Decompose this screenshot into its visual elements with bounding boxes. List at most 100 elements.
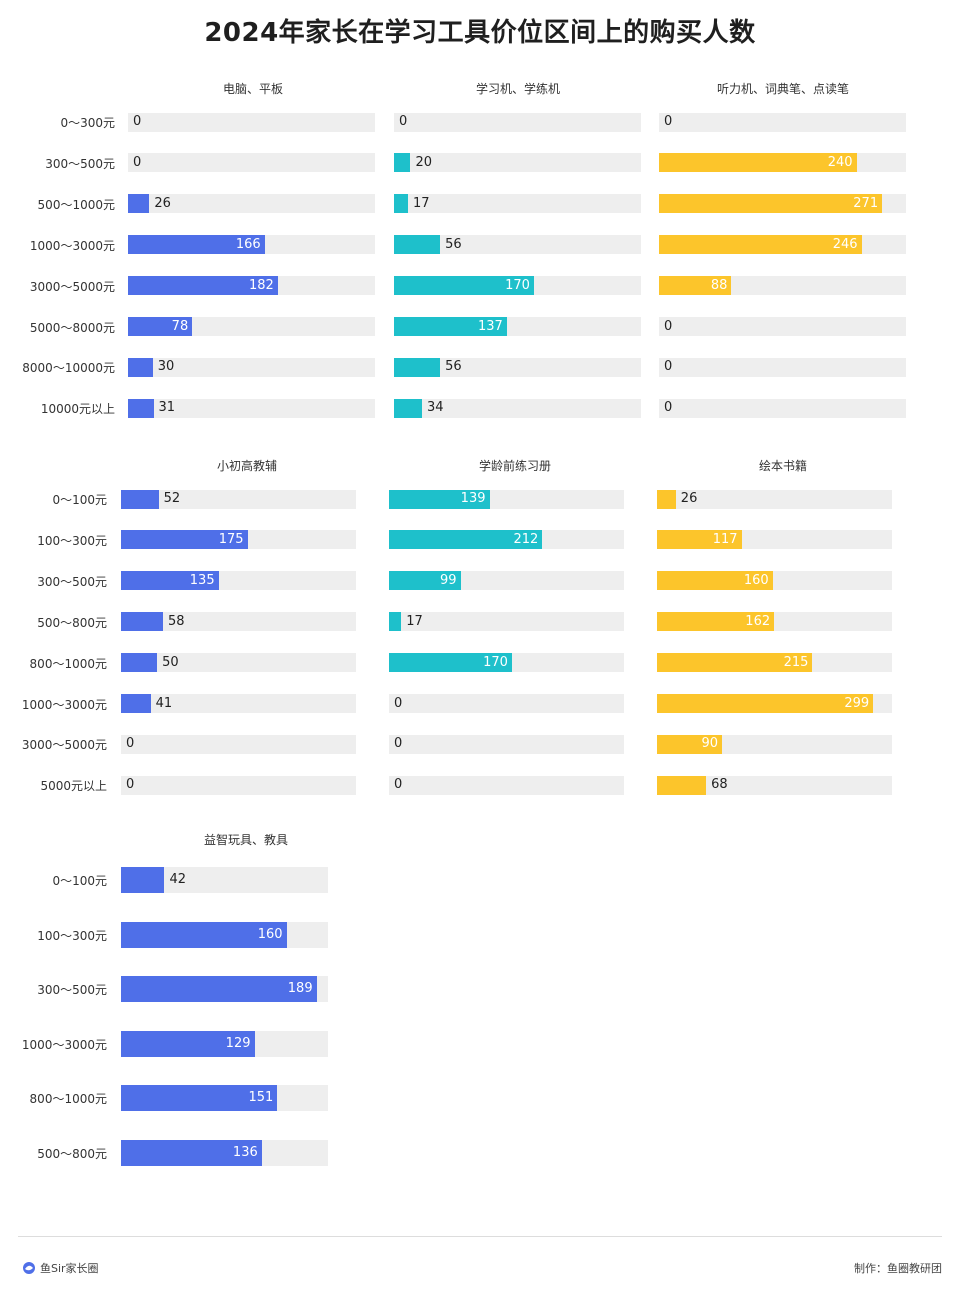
bar-track <box>657 734 892 754</box>
value-label: 0 <box>399 114 408 129</box>
bar <box>121 489 159 509</box>
category-label: 800～1000元 <box>29 1092 107 1107</box>
bar-track <box>394 153 641 173</box>
bar-track <box>659 357 906 377</box>
bar-track <box>394 317 641 336</box>
bar-track <box>659 398 906 418</box>
category-label: 500～800元 <box>37 1147 107 1161</box>
bar-track <box>121 1140 328 1166</box>
value-label: 0 <box>133 154 142 170</box>
category-label: 8000～10000元 <box>22 361 115 376</box>
value-label: 182 <box>249 277 274 293</box>
value-label: 78 <box>171 318 189 334</box>
bar-track <box>657 530 892 550</box>
bar <box>128 357 153 377</box>
bar-track <box>659 317 906 336</box>
bar-track <box>394 235 641 255</box>
bar <box>121 530 248 550</box>
value-label: 136 <box>232 1145 258 1160</box>
bar-track <box>121 694 356 713</box>
bar-track <box>128 398 375 418</box>
value-label: 299 <box>844 695 870 711</box>
bar <box>394 235 441 255</box>
value-label: 160 <box>743 572 769 588</box>
bar <box>128 194 150 214</box>
category-label: 3000～5000元 <box>21 738 107 753</box>
bar-track <box>121 653 356 673</box>
bar <box>659 153 857 173</box>
bar <box>657 571 773 591</box>
value-label: 137 <box>477 318 503 334</box>
value-label: 215 <box>783 654 809 670</box>
bar <box>657 530 742 550</box>
chart-title: 电脑、平板 <box>222 82 283 96</box>
category-label: 100～300元 <box>37 533 107 548</box>
bar-track <box>389 775 624 795</box>
chart-title: 小初高教辅 <box>216 459 277 473</box>
bar <box>394 398 422 418</box>
bar <box>394 194 408 214</box>
bar <box>657 734 723 754</box>
category-label: 0～100元 <box>52 874 107 888</box>
category-label: 10000元以上 <box>40 402 115 417</box>
bar <box>121 1085 278 1112</box>
footer-divider <box>18 1236 942 1237</box>
page-title: 2024年家长在学习工具价位区间上的购买人数 <box>204 18 756 48</box>
bar-track <box>657 775 892 795</box>
bar-track <box>389 530 624 550</box>
bar-track <box>657 571 892 591</box>
bar <box>128 235 265 255</box>
bar-track <box>121 921 328 948</box>
bar <box>121 653 158 673</box>
bar-track <box>128 153 375 173</box>
bar <box>128 317 193 336</box>
brand-name: 鱼Sir家长圈 <box>40 1262 99 1275</box>
value-label: 246 <box>832 236 858 252</box>
bar <box>659 235 862 255</box>
value-label: 50 <box>162 654 179 670</box>
bar <box>121 694 151 713</box>
bar-track <box>121 775 356 795</box>
bar <box>659 194 883 214</box>
bar-track <box>128 317 375 336</box>
bar <box>657 653 813 673</box>
bar-track <box>657 694 892 713</box>
value-label: 0 <box>664 400 673 416</box>
bar <box>121 1030 255 1057</box>
bar-track <box>128 194 375 214</box>
bar-track <box>657 489 892 509</box>
value-label: 166 <box>235 236 261 252</box>
category-label: 0～300元 <box>60 116 115 130</box>
bar <box>128 276 278 296</box>
value-label: 0 <box>126 736 135 752</box>
value-label: 68 <box>711 777 728 793</box>
value-label: 52 <box>163 491 181 506</box>
bar <box>121 921 287 948</box>
bar-track <box>128 235 375 255</box>
value-label: 20 <box>415 154 432 170</box>
bar <box>121 1140 262 1166</box>
bar <box>389 571 461 591</box>
bar-track <box>659 153 906 173</box>
value-label: 160 <box>257 926 283 942</box>
category-label: 1000～3000元 <box>21 1037 107 1052</box>
bar-track <box>659 276 906 296</box>
bar-track <box>121 489 356 509</box>
bar-track <box>394 357 641 377</box>
bar <box>128 398 154 418</box>
bar <box>394 153 411 173</box>
bar-track <box>394 112 641 132</box>
footer-credit: 制作：鱼圈教研团 <box>854 1262 942 1275</box>
category-label: 500～800元 <box>37 615 107 630</box>
bar-track <box>389 694 624 713</box>
category-label: 3000～5000元 <box>29 279 115 294</box>
value-label: 0 <box>394 777 403 793</box>
category-label: 1000～3000元 <box>29 238 115 253</box>
bar <box>121 976 317 1003</box>
bar <box>657 612 775 632</box>
footer-brand: 鱼Sir家长圈 <box>22 1260 99 1276</box>
value-label: 0 <box>664 359 673 375</box>
bar <box>389 653 512 673</box>
chart-title: 听力机、词典笔、点读笔 <box>716 82 849 96</box>
value-label: 212 <box>513 531 539 547</box>
